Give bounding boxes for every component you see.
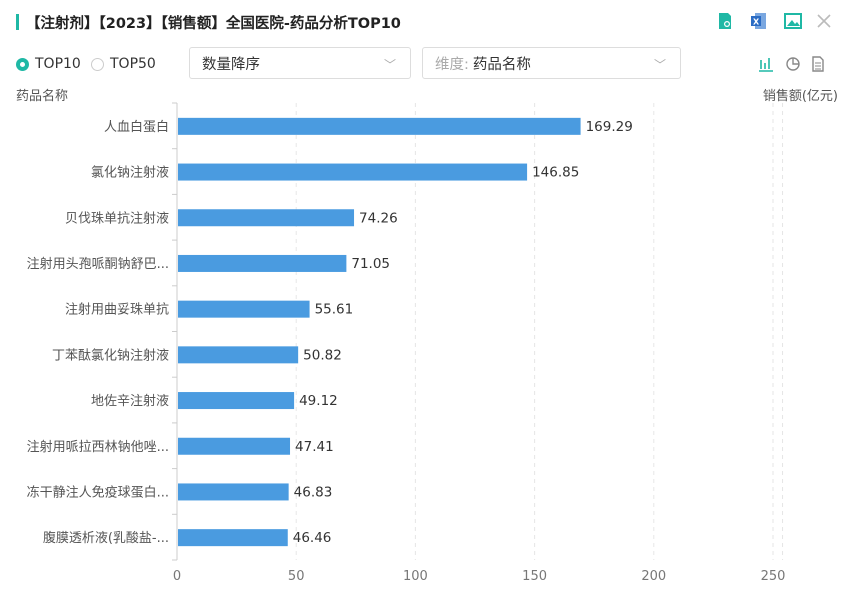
x-tick-label: 150 [522, 569, 547, 584]
x-tick-label: 0 [173, 569, 181, 584]
close-icon[interactable] [815, 12, 833, 30]
bar [178, 346, 299, 364]
bar-value-label: 74.26 [359, 210, 398, 226]
bar-value-label: 46.83 [294, 484, 333, 500]
sort-value: 数量降序 [202, 56, 260, 73]
category-label: 腹膜透析液(乳酸盐-... [43, 530, 169, 546]
bar-value-label: 50.82 [303, 347, 342, 363]
category-label: 丁苯酞氯化钠注射液 [52, 347, 169, 363]
category-label: 冻干静注人免疫球蛋白... [27, 484, 169, 500]
category-label: 氯化钠注射液 [91, 165, 169, 181]
bar-value-label: 169.29 [586, 119, 633, 135]
bar [178, 437, 291, 455]
bar-value-label: 47.41 [295, 439, 334, 455]
page-title: 【注射剂】【2023】【销售额】全国医院-药品分析TOP10 [26, 16, 401, 32]
bar-value-label: 55.61 [315, 302, 354, 318]
sort-select[interactable]: 数量降序 ﹀ [189, 47, 411, 79]
pie-chart-icon[interactable] [785, 56, 801, 72]
x-tick-label: 250 [761, 569, 786, 584]
image-export-icon[interactable] [784, 12, 802, 30]
top10-radio[interactable]: TOP10 [16, 56, 81, 72]
category-label: 注射用头孢哌酮钠舒巴... [27, 256, 169, 272]
category-label: 人血白蛋白 [104, 119, 169, 135]
y-axis-title: 药品名称 [16, 89, 69, 104]
category-label: 地佐辛注射液 [91, 393, 169, 409]
category-label: 注射用曲妥珠单抗 [65, 302, 169, 318]
bar-value-label: 71.05 [351, 256, 390, 272]
excel-export-icon[interactable]: X [750, 12, 768, 30]
x-tick-label: 100 [403, 569, 428, 584]
bar [178, 209, 355, 227]
bar [178, 117, 581, 135]
chevron-down-icon: ﹀ [653, 58, 666, 72]
table-icon[interactable] [810, 56, 826, 72]
radio-unchecked-icon [91, 57, 104, 71]
category-label: 注射用哌拉西林钠他唑... [27, 439, 169, 455]
dimension-value: 药品名称 [472, 56, 531, 73]
bar [178, 300, 310, 318]
title-accent [16, 14, 19, 30]
bar [178, 483, 289, 501]
x-axis-title: 销售额(亿元) [762, 89, 838, 104]
bar [178, 254, 347, 272]
category-label: 贝伐珠单抗注射液 [65, 210, 169, 226]
bar-chart-icon[interactable] [758, 56, 774, 72]
bar [178, 392, 295, 410]
dimension-prefix: 维度: [435, 56, 469, 73]
bar-value-label: 46.46 [293, 530, 332, 546]
top50-label: TOP50 [110, 56, 156, 72]
bar-value-label: 49.12 [299, 393, 338, 409]
x-tick-label: 50 [288, 569, 305, 584]
chevron-down-icon: ﹀ [383, 58, 396, 72]
radio-checked-icon [16, 57, 29, 71]
report-search-icon[interactable] [716, 12, 734, 30]
dimension-select[interactable]: 维度: 药品名称 ﹀ [422, 47, 681, 79]
x-tick-label: 200 [641, 569, 666, 584]
top10-label: TOP10 [35, 56, 81, 72]
bar [178, 529, 288, 547]
top50-radio[interactable]: TOP50 [91, 56, 156, 72]
bar [178, 163, 528, 181]
bar-value-label: 146.85 [532, 165, 579, 181]
svg-text:X: X [753, 18, 760, 27]
